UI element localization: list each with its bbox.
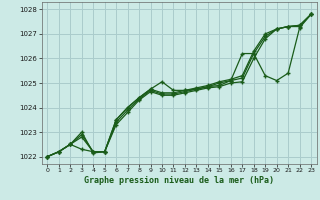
X-axis label: Graphe pression niveau de la mer (hPa): Graphe pression niveau de la mer (hPa): [84, 176, 274, 185]
